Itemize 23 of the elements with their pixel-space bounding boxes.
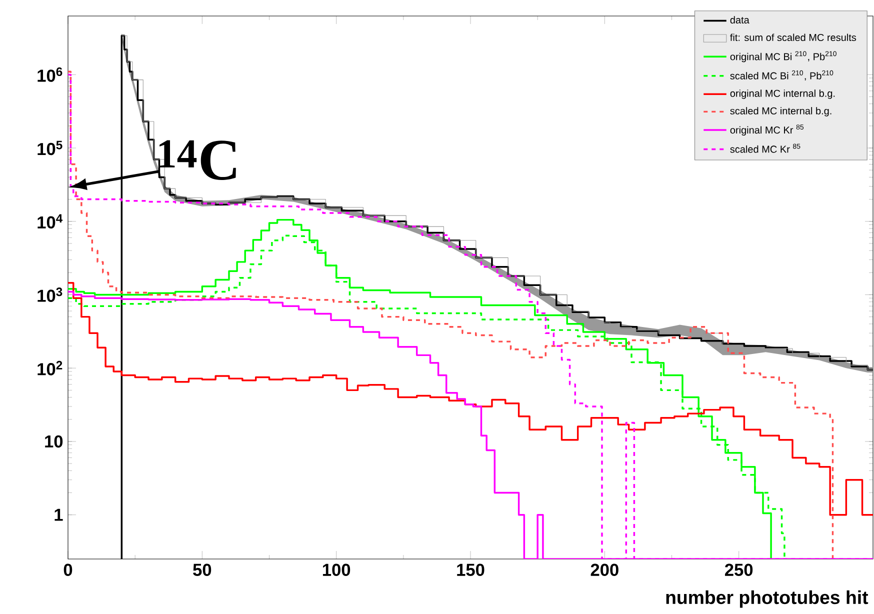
y-tick-label: 10 [45, 435, 63, 448]
legend-label: scaled MC internal b.g. [730, 107, 832, 116]
y-tick-label: 10$^{3}$ [38, 288, 62, 302]
legend-label: fit: sum of scaled MC results [730, 34, 856, 42]
y-tick-label: 10$^{4}$ [38, 214, 63, 229]
x-tick-label: 100 [322, 564, 350, 576]
legend-label: scaled MC Kr $^{85}$ [730, 144, 800, 153]
x-tick-label: 0 [64, 564, 72, 576]
x-tick-label: 50 [193, 564, 212, 576]
legend-label: data [730, 16, 750, 24]
y-tick-label: 10$^{2}$ [38, 360, 62, 376]
x-tick-label: 250 [724, 564, 753, 576]
legend-label: scaled MC Bi $^{210}$, Pb$^{210}$ [730, 70, 834, 81]
y-tick-label: 1 [54, 508, 63, 521]
y-tick-label: 10$^{6}$ [38, 67, 62, 82]
legend-label: original MC Kr $^{85}$ [730, 124, 804, 136]
y-tick-label: 10$^{5}$ [38, 140, 62, 156]
legend-label: original MC internal b.g. [730, 90, 835, 99]
x-axis-title: number phototubes hit [666, 590, 868, 608]
x-tick-label: 150 [457, 564, 484, 576]
x-tick-label: 200 [590, 564, 618, 576]
annotation: $^{14}$C [160, 140, 236, 180]
legend-label: original MC Bi $^{210}$, Pb$^{210}$ [730, 51, 836, 62]
